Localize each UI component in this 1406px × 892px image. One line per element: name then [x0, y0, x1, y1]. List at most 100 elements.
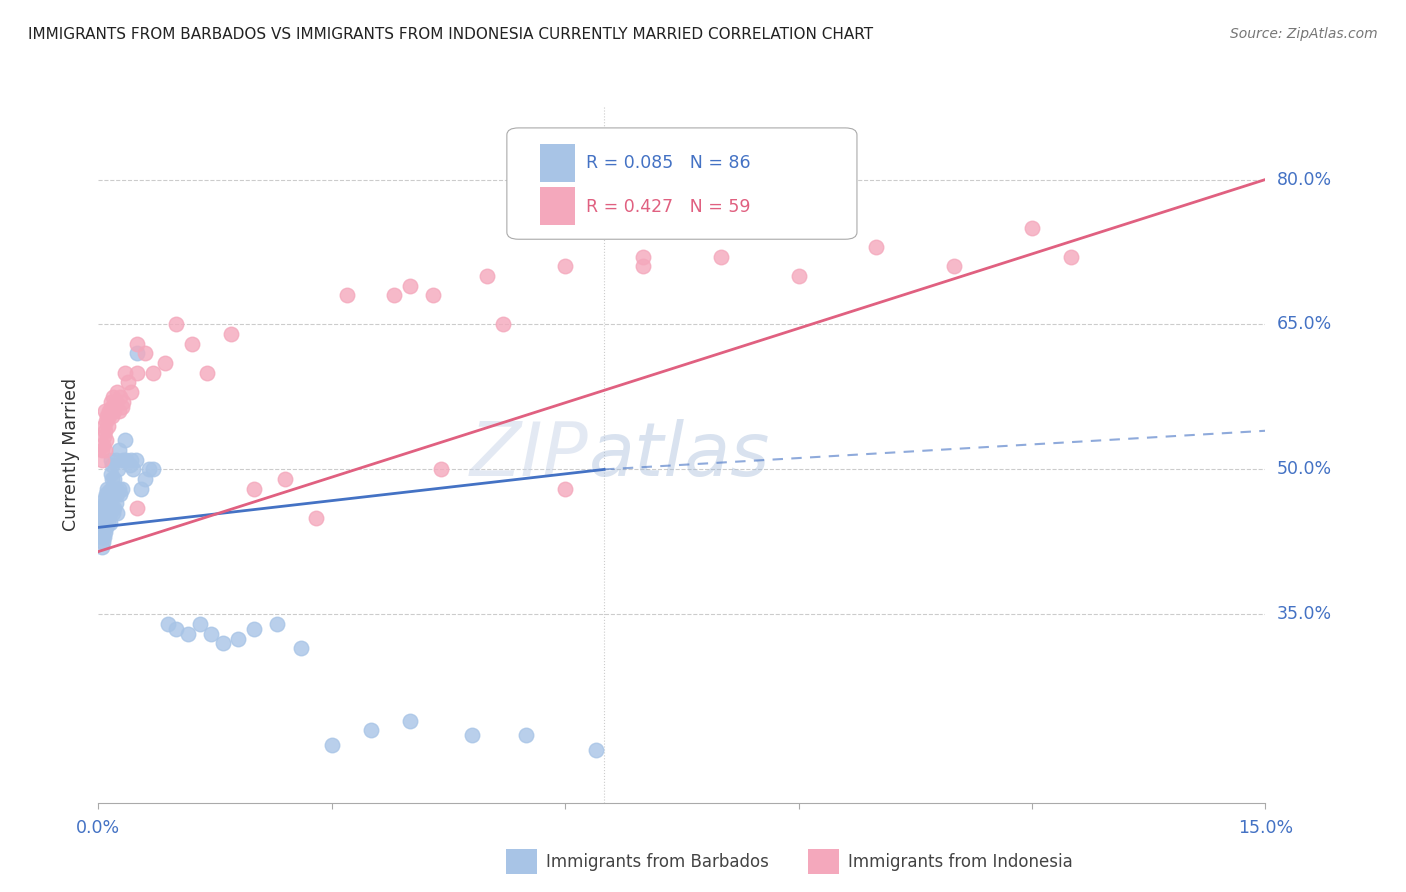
- Point: [98, 493, 121, 508]
- Point: [94, 424, 117, 438]
- Point: [243, 482, 266, 496]
- Point: [127, 346, 149, 360]
- Point: [96, 510, 118, 524]
- Text: Source: ZipAtlas.com: Source: ZipAtlas.com: [1230, 27, 1378, 41]
- Point: [93, 510, 115, 524]
- Point: [104, 452, 127, 467]
- Point: [105, 506, 128, 520]
- Point: [96, 409, 118, 424]
- Point: [107, 482, 129, 496]
- Point: [165, 318, 187, 332]
- Point: [96, 414, 118, 428]
- Point: [127, 336, 149, 351]
- Point: [153, 356, 176, 370]
- Point: [90, 530, 112, 544]
- Point: [398, 278, 420, 293]
- Point: [96, 434, 118, 448]
- Point: [100, 458, 122, 472]
- Point: [103, 472, 125, 486]
- Point: [112, 394, 135, 409]
- Point: [117, 376, 139, 390]
- Point: [429, 462, 451, 476]
- Point: [554, 482, 576, 496]
- Point: [93, 428, 115, 442]
- Point: [111, 400, 134, 414]
- Point: [360, 723, 382, 738]
- Point: [134, 346, 156, 360]
- Text: Immigrants from Indonesia: Immigrants from Indonesia: [848, 853, 1073, 871]
- Point: [112, 452, 135, 467]
- Point: [180, 336, 202, 351]
- Point: [1060, 250, 1083, 264]
- Point: [515, 728, 537, 742]
- Point: [108, 390, 131, 404]
- Point: [97, 496, 120, 510]
- Text: 15.0%: 15.0%: [1237, 820, 1294, 838]
- Text: 50.0%: 50.0%: [1277, 460, 1331, 478]
- Point: [91, 452, 114, 467]
- Point: [274, 472, 297, 486]
- Point: [97, 501, 120, 516]
- Point: [127, 501, 149, 516]
- Point: [398, 714, 420, 728]
- Point: [114, 434, 136, 448]
- FancyBboxPatch shape: [540, 187, 575, 226]
- Point: [243, 622, 266, 636]
- Point: [100, 452, 122, 467]
- Point: [97, 486, 120, 500]
- Point: [91, 506, 114, 520]
- Point: [787, 269, 810, 284]
- Point: [107, 462, 129, 476]
- Point: [94, 525, 117, 540]
- Point: [321, 738, 343, 752]
- Point: [111, 482, 134, 496]
- Point: [96, 520, 118, 534]
- Point: [90, 443, 112, 458]
- Point: [461, 728, 484, 742]
- Point: [865, 240, 887, 254]
- Point: [105, 486, 128, 500]
- Point: [212, 636, 235, 650]
- Point: [104, 394, 127, 409]
- Point: [177, 626, 200, 640]
- Point: [195, 366, 218, 380]
- Point: [157, 617, 180, 632]
- Point: [103, 486, 125, 500]
- FancyBboxPatch shape: [540, 144, 575, 182]
- Text: 0.0%: 0.0%: [76, 820, 121, 838]
- Point: [103, 506, 125, 520]
- Point: [96, 491, 118, 506]
- Point: [91, 525, 114, 540]
- Point: [97, 419, 120, 434]
- Point: [108, 486, 131, 500]
- Point: [114, 366, 136, 380]
- Point: [336, 288, 359, 302]
- Point: [100, 467, 122, 482]
- Point: [101, 472, 124, 486]
- FancyBboxPatch shape: [506, 128, 856, 239]
- Point: [125, 452, 148, 467]
- Point: [105, 496, 128, 510]
- Point: [103, 390, 125, 404]
- Point: [91, 438, 114, 452]
- Point: [108, 443, 131, 458]
- Point: [138, 462, 160, 476]
- Point: [93, 501, 115, 516]
- Point: [96, 496, 118, 510]
- Point: [100, 394, 122, 409]
- Point: [122, 462, 145, 476]
- Point: [631, 250, 654, 264]
- Point: [98, 404, 121, 418]
- Point: [943, 260, 966, 274]
- Point: [165, 622, 187, 636]
- Point: [93, 443, 115, 458]
- Point: [96, 486, 118, 500]
- Point: [382, 288, 405, 302]
- Point: [98, 501, 121, 516]
- Y-axis label: Currently Married: Currently Married: [62, 378, 80, 532]
- Point: [631, 260, 654, 274]
- Point: [93, 520, 115, 534]
- Point: [94, 491, 117, 506]
- Point: [305, 510, 328, 524]
- Point: [142, 366, 165, 380]
